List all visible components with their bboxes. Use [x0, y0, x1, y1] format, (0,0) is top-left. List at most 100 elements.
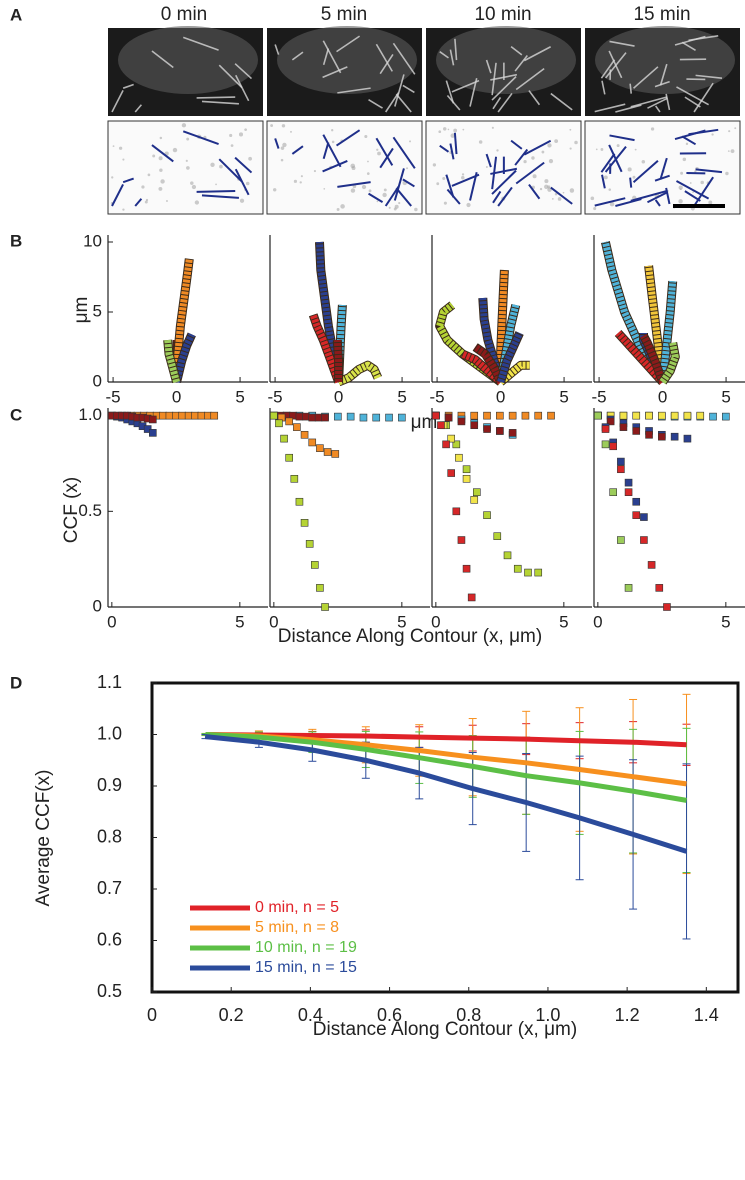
speckle — [165, 200, 168, 202]
point — [285, 417, 294, 426]
point — [398, 413, 406, 422]
point — [447, 469, 456, 477]
filament — [392, 42, 416, 75]
filament-trace — [196, 190, 236, 193]
filament — [164, 339, 180, 383]
speckle — [159, 168, 163, 172]
filament — [695, 74, 723, 79]
point — [172, 411, 180, 420]
filament — [490, 73, 518, 81]
point — [534, 568, 543, 577]
speckle — [398, 201, 401, 205]
y-tick-label: 0 — [93, 596, 102, 615]
y-tick-label: 0 — [93, 371, 102, 390]
point — [457, 536, 466, 544]
speckle — [708, 200, 713, 205]
filament — [615, 330, 666, 385]
speckle — [548, 159, 554, 164]
filament — [235, 74, 250, 102]
speckle — [554, 139, 559, 144]
point — [470, 421, 479, 430]
filament — [134, 104, 143, 113]
point — [455, 453, 463, 462]
speckle — [466, 202, 471, 208]
point — [619, 423, 628, 431]
speckle — [680, 171, 684, 175]
point — [310, 561, 319, 569]
filament — [604, 52, 627, 79]
speckle — [376, 148, 379, 151]
filament-trace — [234, 156, 253, 174]
speckle — [158, 186, 163, 191]
point — [632, 427, 641, 435]
point — [619, 411, 628, 420]
filament — [659, 280, 677, 383]
point — [305, 540, 314, 548]
filament-trace — [659, 157, 668, 180]
speckle — [281, 124, 286, 128]
point — [624, 478, 633, 487]
speckle — [331, 140, 335, 144]
x-tick-label: 0.8 — [456, 1005, 481, 1025]
filament — [274, 44, 280, 55]
point — [452, 507, 461, 516]
point — [321, 603, 329, 611]
point — [640, 513, 648, 521]
point — [442, 440, 450, 449]
time-label: 10 min — [474, 4, 531, 25]
speckle — [238, 132, 244, 137]
filament — [111, 90, 124, 113]
filament — [385, 92, 400, 113]
x-tick-label: 0 — [269, 612, 278, 631]
filament-trace — [632, 160, 659, 183]
speckle — [603, 175, 608, 180]
filament — [654, 80, 670, 88]
filament — [497, 331, 523, 384]
point — [462, 564, 471, 573]
filament-trace — [453, 132, 458, 155]
speckle — [191, 184, 197, 190]
speckle — [229, 133, 233, 138]
point — [149, 415, 157, 424]
x-tick-label: 1.0 — [535, 1005, 560, 1025]
point — [508, 429, 517, 437]
speckle — [727, 150, 730, 152]
speckle — [453, 128, 458, 133]
filament-trace — [609, 134, 635, 142]
point — [467, 593, 476, 602]
x-tick-label: 0.6 — [377, 1005, 402, 1025]
speckle — [290, 130, 292, 133]
speckle — [432, 163, 437, 167]
filament-trace — [393, 168, 405, 201]
speckle — [634, 148, 637, 151]
point — [293, 423, 301, 431]
point — [658, 432, 666, 441]
point — [302, 412, 310, 421]
speckle — [609, 201, 615, 207]
filament — [676, 86, 709, 106]
speckle — [245, 181, 250, 186]
filament-trace — [654, 174, 670, 182]
speckle — [350, 188, 356, 193]
speckle — [574, 140, 578, 145]
series-line — [205, 734, 688, 854]
filament-trace — [111, 183, 124, 207]
filament — [550, 92, 573, 111]
filament — [629, 83, 633, 94]
legend-label: 0 min, n = 5 — [255, 899, 339, 916]
x-tick-label: 0 — [593, 612, 602, 631]
point — [496, 427, 504, 435]
filament-trace — [368, 192, 384, 203]
filament — [659, 342, 679, 384]
point — [197, 411, 206, 420]
point — [670, 411, 679, 420]
filament — [316, 241, 343, 383]
point — [658, 411, 666, 420]
filament — [368, 98, 383, 109]
speckle — [181, 123, 187, 128]
point — [655, 584, 664, 592]
filament-trace — [528, 183, 541, 200]
speckle — [593, 207, 597, 211]
